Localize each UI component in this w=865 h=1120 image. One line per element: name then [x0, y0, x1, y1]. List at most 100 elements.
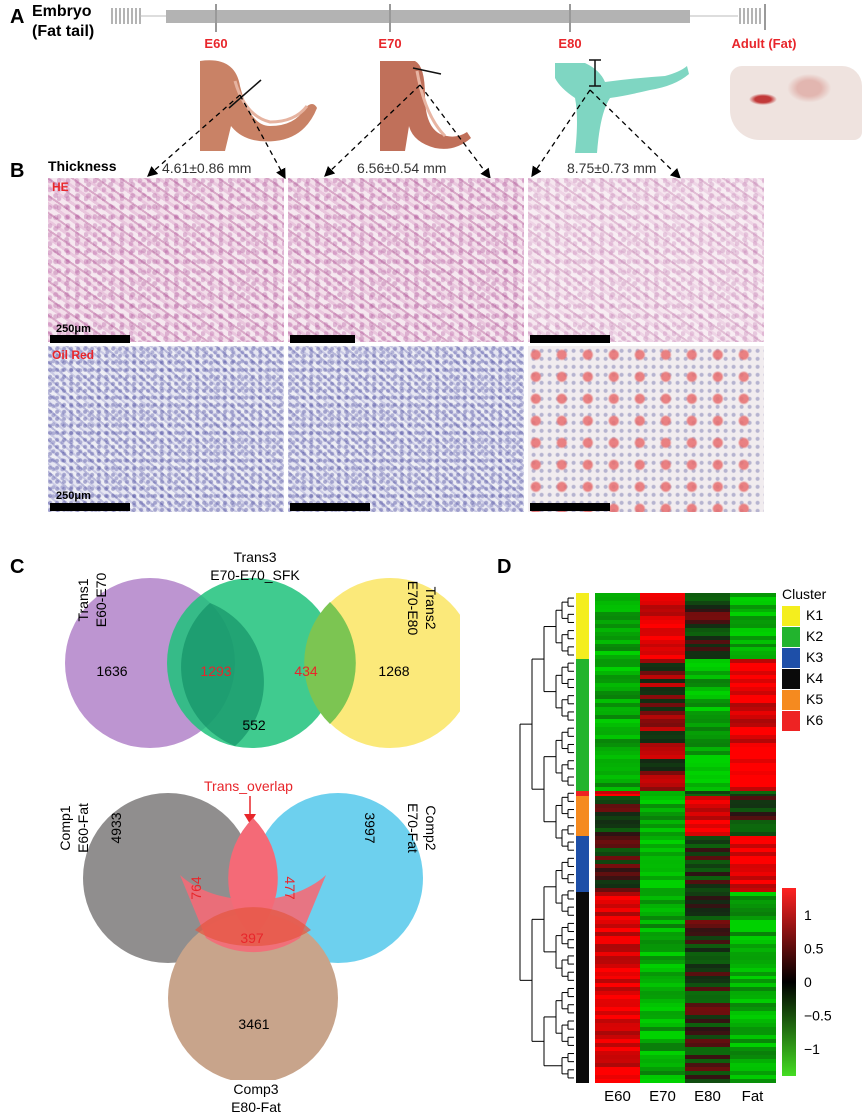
heatmap-cell: [730, 867, 776, 873]
heatmap-cell: [640, 1027, 686, 1032]
comp2-range: E70-Fat: [405, 803, 421, 853]
he-image-e80: [528, 178, 764, 342]
trans-overlap-arrow: [244, 796, 256, 824]
count-trans2-only: 1268: [378, 663, 410, 679]
heatmap-cell: [595, 955, 641, 961]
heatmap-cell: [685, 771, 731, 776]
heatmap-cell: [730, 999, 776, 1004]
heatmap-cell: [595, 691, 641, 696]
heatmap-cell: [595, 711, 641, 716]
heatmap-cell: [685, 631, 731, 637]
embryo-label: Embryo (Fat tail): [32, 2, 94, 42]
heatmap-cell: [595, 1043, 641, 1048]
trans3-name: Trans3: [233, 549, 277, 565]
count-comp3-only: 3461: [238, 1016, 270, 1032]
count-comp1-only: 4933: [108, 812, 124, 844]
heatmap-cell: [685, 1075, 731, 1080]
heatmap-cell: [685, 659, 731, 664]
heatmap-cell: [595, 855, 641, 861]
heatmap-cell: [640, 871, 686, 877]
heatmap-cell: [685, 703, 731, 708]
comp2-name: Comp2: [423, 805, 439, 851]
heatmap-cell: [640, 907, 686, 913]
heatmap-cell: [595, 887, 641, 893]
count-trans1-only: 1636: [96, 663, 128, 679]
heatmap-cell: [730, 995, 776, 1000]
heatmap-cell: [640, 915, 686, 921]
heatmap-cell: [640, 1007, 686, 1012]
heatmap-cell: [685, 671, 731, 676]
heatmap-cell: [685, 939, 731, 945]
heatmap-cell: [595, 596, 641, 602]
heatmap-cell: [685, 1063, 731, 1068]
heatmap-cell: [685, 995, 731, 1000]
heatmap-cell: [730, 739, 776, 744]
heatmap-cell: [640, 1059, 686, 1064]
heatmap-cell: [640, 612, 686, 617]
heatmap-cell: [730, 831, 776, 837]
heatmap-cell: [595, 967, 641, 972]
heatmap-cell: [640, 935, 686, 941]
heatmap-cell: [595, 1075, 641, 1080]
heatmap-cell: [685, 608, 731, 613]
heatmap-cell: [640, 703, 686, 708]
heatmap-cell: [685, 1043, 731, 1048]
heatmap-cell: [595, 891, 641, 897]
heatmap-cell: [685, 787, 731, 792]
heatmap-cell: [685, 835, 731, 841]
heatmap-cell: [685, 731, 731, 736]
trans-overlap-label: Trans_overlap: [204, 778, 293, 794]
count-trans3-only: 552: [242, 717, 266, 733]
heatmap-cell: [595, 815, 641, 821]
heatmap-cell: [730, 771, 776, 776]
legend-swatch-k6: [782, 711, 800, 731]
heatmap-cell: [640, 793, 686, 797]
heatmap-cell: [640, 999, 686, 1004]
heatmap-cell: [595, 743, 641, 748]
heatmap-cell: [595, 1015, 641, 1020]
heatmap-cell: [595, 812, 641, 817]
heatmap-cell: [685, 755, 731, 760]
colorbar-tick-label: 0: [804, 974, 812, 990]
heatmap-cell: [595, 1027, 641, 1032]
heatmap-cell: [595, 793, 641, 797]
col-label-e60: E60: [604, 1088, 631, 1105]
heatmap-cell: [640, 1055, 686, 1060]
heatmap-cell: [730, 1007, 776, 1012]
heatmap-cell: [730, 679, 776, 684]
heatmap-cell: [685, 699, 731, 704]
heatmap-cell: [685, 1023, 731, 1028]
scale-bar-he-e80: [530, 335, 610, 343]
heatmap-cell: [730, 600, 776, 606]
heatmap-cell: [595, 608, 641, 613]
trans1-name: Trans1: [75, 578, 91, 622]
heatmap-cell: [685, 979, 731, 984]
heatmap-cell: [685, 719, 731, 724]
heatmap-cell: [640, 1079, 686, 1084]
heatmap-cell: [595, 655, 641, 660]
heatmap-cell: [640, 939, 686, 945]
legend-swatch-k1: [782, 606, 800, 626]
heatmap-cell: [685, 727, 731, 732]
scale-label-he: 250μm: [56, 323, 91, 335]
heatmap-cell: [640, 759, 686, 764]
heatmap-cell: [640, 771, 686, 776]
heatmap-cell: [685, 1047, 731, 1052]
heatmap-cell: [595, 927, 641, 933]
heatmap-cell: [595, 983, 641, 988]
heatmap-cell: [640, 687, 686, 692]
heatmap-cell: [685, 747, 731, 752]
heatmap-cell: [640, 1003, 686, 1008]
heatmap-cell: [730, 804, 776, 809]
heatmap-cell: [730, 624, 776, 629]
heatmap-cell: [640, 899, 686, 905]
heatmap-cell: [685, 1035, 731, 1040]
heatmap-cell: [685, 883, 731, 889]
heatmap-cell: [640, 667, 686, 672]
heatmap-cell: [595, 643, 641, 648]
comp2-label: Comp2 E70-Fat: [404, 788, 440, 868]
heatmap-cell: [685, 947, 731, 953]
heatmap-cell: [730, 823, 776, 829]
comp3-range: E80-Fat: [231, 1099, 281, 1115]
heatmap-cell: [595, 943, 641, 949]
